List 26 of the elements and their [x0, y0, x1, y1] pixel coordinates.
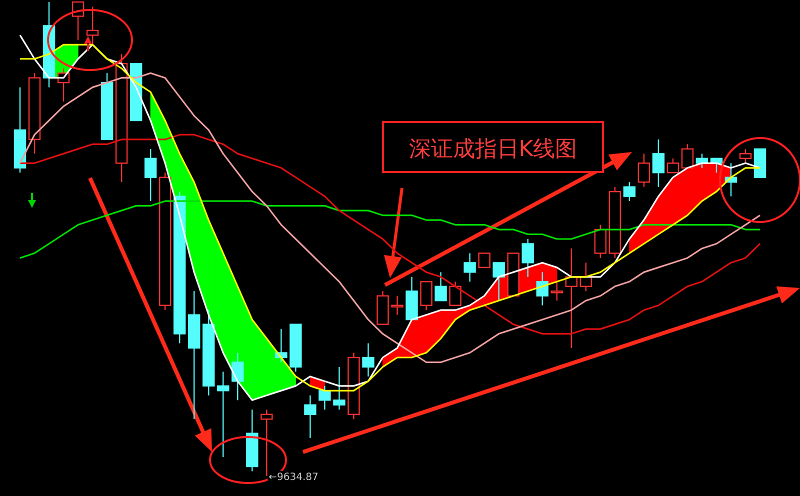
- annotation: ←9634.87: [268, 472, 318, 483]
- candlestick: [739, 148, 752, 164]
- candlestick: [434, 272, 447, 302]
- candlestick: [391, 295, 404, 316]
- candlestick: [232, 352, 244, 401]
- candlestick: [86, 6, 99, 46]
- candlestick: [623, 182, 636, 202]
- candlestick: [217, 371, 230, 458]
- candlestick: [666, 158, 680, 174]
- candlestick: [304, 394, 316, 439]
- candlestick: [594, 224, 606, 259]
- candlestick: [522, 238, 534, 278]
- candlestick: [652, 138, 665, 188]
- candlestick: [638, 153, 650, 188]
- candlestick: [362, 342, 374, 378]
- candlestick: [318, 385, 331, 410]
- annotation: 深证成指日K线图: [408, 137, 578, 162]
- candlestick: [420, 281, 432, 311]
- candlestick: [464, 252, 476, 282]
- candlestick: [333, 366, 346, 410]
- candlestick: [478, 252, 490, 268]
- candlestick: [550, 281, 563, 302]
- candlestick: [144, 148, 157, 202]
- candlestick: [681, 144, 694, 168]
- candlestick: [449, 281, 462, 306]
- candlestick: [492, 262, 505, 302]
